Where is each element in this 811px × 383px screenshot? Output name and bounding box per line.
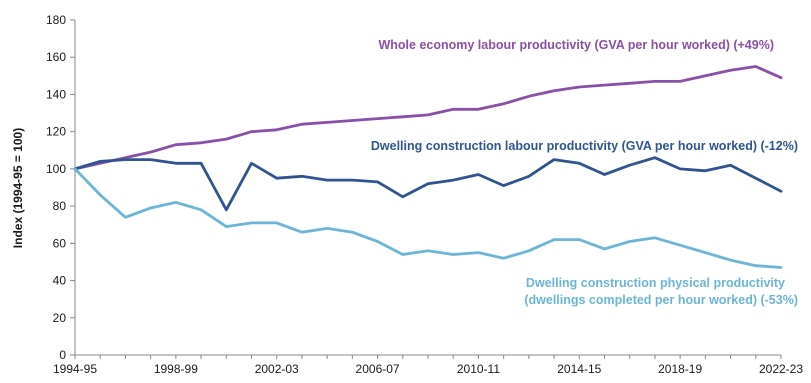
y-axis-label: Index (1994-95 = 100) bbox=[11, 128, 25, 248]
y-tick-label: 80 bbox=[53, 199, 67, 213]
y-tick-labels: 0 20 40 60 80 100 120 140 160 180 bbox=[46, 13, 75, 362]
x-tick-label: 2018-19 bbox=[658, 362, 702, 376]
y-tick-label: 0 bbox=[59, 348, 66, 362]
y-tick-label: 160 bbox=[46, 50, 66, 64]
series-lines bbox=[73, 65, 783, 269]
x-tick-label: 2010-11 bbox=[457, 362, 500, 376]
series-line-dwelling-labour bbox=[73, 156, 783, 212]
series-label-dwelling-physical-line1: Dwelling construction physical productiv… bbox=[526, 276, 785, 290]
series-label-dwelling-physical-line2: (dwellings completed per hour worked) (-… bbox=[524, 293, 798, 307]
x-tick-label: 1998-99 bbox=[154, 362, 198, 376]
x-tick-label: 2022-23 bbox=[759, 362, 803, 376]
y-tick-label: 40 bbox=[53, 274, 67, 288]
y-tick-label: 100 bbox=[46, 162, 66, 176]
y-tick-label: 140 bbox=[46, 87, 66, 101]
y-tick-label: 60 bbox=[53, 236, 67, 250]
x-tick-label: 2014-15 bbox=[557, 362, 601, 376]
series-line-whole-economy bbox=[73, 65, 783, 171]
x-tick-labels: 1994-95 1998-99 2002-03 2006-07 2010-11 2014-… bbox=[53, 355, 803, 376]
y-tick-label: 180 bbox=[46, 13, 66, 27]
series-label-whole-economy: Whole economy labour productivity (GVA p… bbox=[378, 38, 774, 52]
series-label-dwelling-labour: Dwelling construction labour productivit… bbox=[371, 139, 798, 153]
y-tick-label: 20 bbox=[53, 311, 67, 325]
x-tick-label: 2006-07 bbox=[356, 362, 400, 376]
x-tick-label: 1994-95 bbox=[53, 362, 97, 376]
x-tick-label: 2002-03 bbox=[255, 362, 299, 376]
y-tick-label: 120 bbox=[46, 125, 66, 139]
series-line-dwelling-physical bbox=[73, 167, 783, 269]
